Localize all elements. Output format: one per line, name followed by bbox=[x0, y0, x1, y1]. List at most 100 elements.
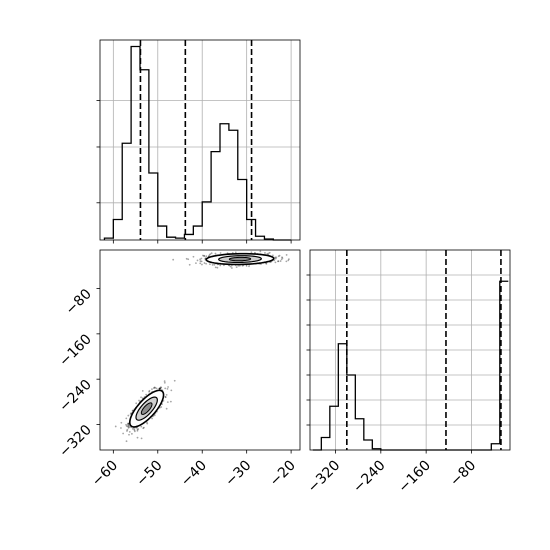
scatter-point bbox=[125, 440, 128, 443]
scatter-point bbox=[137, 428, 140, 430]
scatter-point bbox=[209, 263, 211, 266]
scatter-point bbox=[133, 429, 136, 432]
scatter-point bbox=[126, 430, 128, 432]
scatter-point bbox=[140, 437, 143, 440]
scatter-point bbox=[152, 387, 155, 389]
scatter-point bbox=[138, 399, 140, 402]
scatter-point bbox=[274, 256, 277, 259]
scatter-point bbox=[169, 400, 172, 403]
scatter-point bbox=[165, 407, 168, 410]
scatter-point bbox=[267, 252, 270, 255]
scatter-point bbox=[213, 263, 216, 266]
scatter-point bbox=[187, 258, 190, 261]
scatter-point bbox=[158, 387, 161, 390]
scatter-point bbox=[153, 386, 156, 389]
scatter-point bbox=[145, 393, 148, 396]
scatter-point bbox=[238, 264, 241, 267]
scatter-point bbox=[266, 253, 269, 255]
scatter-point bbox=[159, 386, 162, 389]
scatter-point bbox=[199, 262, 202, 265]
scatter-point bbox=[274, 257, 277, 260]
scatter-point bbox=[128, 430, 131, 433]
scatter-point bbox=[241, 264, 244, 267]
scatter-point bbox=[165, 394, 168, 396]
scatter-point bbox=[188, 263, 191, 266]
scatter-point bbox=[125, 423, 127, 426]
scatter-point bbox=[148, 390, 151, 393]
scatter-point bbox=[250, 251, 253, 254]
scatter-point bbox=[209, 253, 212, 256]
scatter-point bbox=[146, 421, 148, 424]
scatter-point bbox=[125, 425, 128, 428]
scatter-point bbox=[167, 386, 169, 388]
scatter-point bbox=[214, 252, 217, 255]
scatter-point bbox=[153, 414, 156, 417]
density-contour-inner bbox=[228, 256, 252, 262]
right-x-tick-label: −240 bbox=[350, 458, 389, 497]
scatter-point bbox=[133, 430, 136, 433]
scatter-point bbox=[268, 251, 271, 254]
scatter-point bbox=[201, 263, 203, 266]
scatter-point bbox=[202, 254, 204, 257]
scatter-point bbox=[127, 423, 129, 426]
joint-y-tick-label: −320 bbox=[56, 422, 95, 461]
scatter-point bbox=[235, 266, 238, 269]
scatter-point bbox=[277, 255, 280, 258]
marginal-histogram-right: −320 −240 −160 −80 bbox=[305, 249, 511, 497]
marginal-histogram-top bbox=[96, 39, 301, 244]
scatter-point bbox=[136, 429, 139, 432]
scatter-point bbox=[199, 260, 202, 262]
scatter-point bbox=[114, 425, 117, 428]
scatter-point bbox=[164, 387, 167, 390]
scatter-point bbox=[237, 264, 240, 267]
scatter-point bbox=[120, 427, 122, 429]
scatter-point bbox=[151, 417, 153, 420]
right-x-tick-label: −320 bbox=[305, 458, 344, 497]
scatter-point bbox=[170, 389, 173, 392]
scatter-point bbox=[229, 265, 232, 268]
scatter-point bbox=[281, 256, 283, 259]
scatter-point bbox=[192, 255, 195, 258]
density-contour-inner bbox=[140, 402, 153, 415]
scatter-point bbox=[277, 260, 280, 263]
scatter-point bbox=[133, 428, 136, 430]
scatter-point bbox=[158, 387, 161, 390]
scatter-point bbox=[281, 257, 284, 260]
scatter-point bbox=[219, 264, 222, 267]
scatter-point bbox=[277, 260, 280, 263]
right-x-tick-label: −160 bbox=[395, 458, 434, 497]
scatter-point bbox=[280, 258, 283, 261]
scatter-point bbox=[203, 262, 206, 264]
joint-x-tick-label: −50 bbox=[133, 458, 165, 490]
scatter-point bbox=[164, 396, 167, 399]
scatter-point bbox=[214, 266, 217, 269]
scatter-point bbox=[127, 422, 130, 425]
scatter-point bbox=[130, 432, 133, 435]
scatter-point bbox=[143, 426, 145, 429]
scatter-point bbox=[265, 262, 268, 265]
scatter-point bbox=[205, 255, 208, 258]
scatter-point bbox=[230, 267, 233, 269]
scatter-point bbox=[136, 436, 139, 439]
scatter-point bbox=[140, 396, 142, 399]
scatter-point bbox=[287, 259, 290, 262]
scatter-point bbox=[154, 386, 156, 389]
scatter-point bbox=[211, 263, 214, 266]
scatter-point bbox=[166, 401, 169, 404]
scatter-point bbox=[275, 256, 278, 259]
scatter-point bbox=[159, 387, 161, 390]
scatter-point bbox=[185, 257, 188, 260]
scatter-point bbox=[234, 251, 237, 254]
scatter-point bbox=[216, 266, 219, 269]
scatter-point bbox=[196, 259, 199, 262]
scatter-point bbox=[122, 432, 125, 435]
joint-x-tick-label: −40 bbox=[178, 458, 210, 490]
scatter-point bbox=[128, 426, 131, 428]
joint-scatter-panel: −60 −50 −40 −30 −20 −80 −160 −240 −320 bbox=[56, 249, 301, 490]
scatter-point bbox=[127, 425, 129, 427]
scatter-point bbox=[245, 265, 248, 267]
scatter-point bbox=[199, 258, 201, 261]
right-x-tick-label: −80 bbox=[447, 458, 479, 490]
joint-y-tick-label: −160 bbox=[56, 331, 95, 370]
